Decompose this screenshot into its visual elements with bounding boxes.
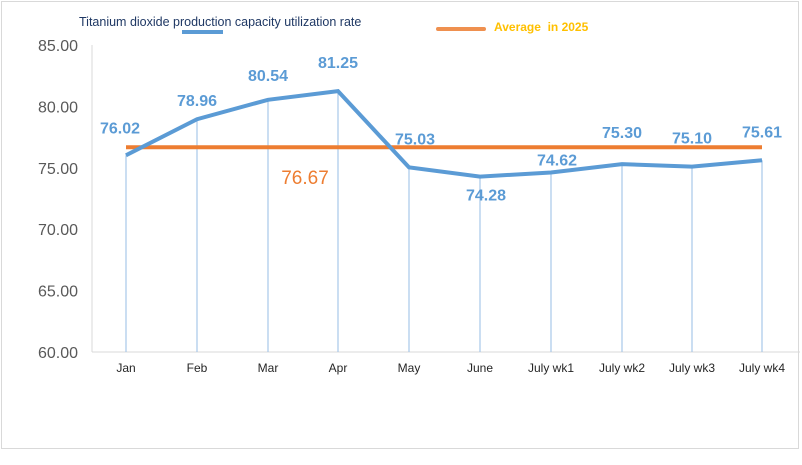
y-tick-label: 65.00 <box>38 284 78 301</box>
x-tick-label: July wk4 <box>739 361 785 375</box>
data-label: 75.61 <box>742 124 782 141</box>
average-line-group: 76.67 <box>126 145 762 189</box>
data-label: 75.10 <box>672 131 712 148</box>
y-tick-label: 70.00 <box>38 222 78 239</box>
x-tick-label: July wk3 <box>669 361 715 375</box>
data-label: 80.54 <box>248 68 288 85</box>
x-tick-label: June <box>467 361 493 375</box>
series-utilization <box>125 88 763 179</box>
data-label: 75.30 <box>602 125 642 142</box>
axes: 60.00 65.00 70.00 75.00 80.00 85.00 Jan Feb Mar A… <box>38 38 800 375</box>
drop-lines <box>125 91 763 352</box>
y-tick-label: 85.00 <box>38 38 78 55</box>
y-tick-label: 60.00 <box>38 345 78 362</box>
chart-frame <box>1 1 799 449</box>
series-line <box>125 88 763 179</box>
legend-label-average: Average in 2025 <box>494 20 589 34</box>
x-tick-label: July wk1 <box>528 361 574 375</box>
x-tick-label: Feb <box>187 361 208 375</box>
legend-label-utilization: Titanium dioxide production capacity uti… <box>79 15 361 29</box>
y-tick-label: 80.00 <box>38 99 78 116</box>
y-tick-label: 75.00 <box>38 161 78 178</box>
data-label: 76.02 <box>100 120 140 137</box>
x-tick-label: Mar <box>258 361 279 375</box>
average-value-label: 76.67 <box>281 168 329 189</box>
data-labels: 76.02 78.96 80.54 81.25 75.03 74.28 74.62 75.30… <box>100 55 782 205</box>
x-tick-label: July wk2 <box>599 361 645 375</box>
x-tick-label: May <box>398 361 421 375</box>
data-label: 75.03 <box>395 131 435 148</box>
x-tick-label: Jan <box>116 361 135 375</box>
x-tick-label: Apr <box>329 361 348 375</box>
data-label: 78.96 <box>177 93 217 110</box>
data-label: 81.25 <box>318 55 358 72</box>
data-label: 74.28 <box>466 188 506 205</box>
data-label: 74.62 <box>537 152 577 169</box>
legend: Titanium dioxide production capacity uti… <box>79 15 589 34</box>
